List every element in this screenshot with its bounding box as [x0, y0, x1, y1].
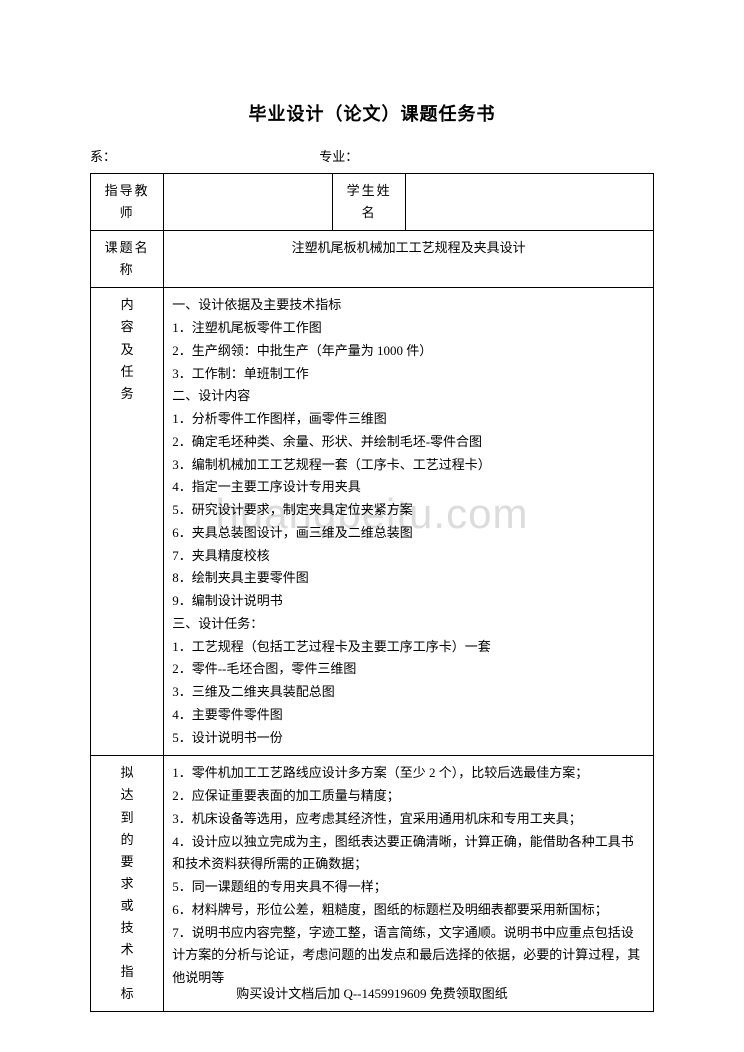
vlabel-char: 达: [99, 784, 155, 806]
content-line: 二、设计内容: [172, 385, 645, 408]
row-topic: 课题名称 注塑机尾板机械加工工艺规程及夹具设计: [91, 231, 654, 288]
major-label: 专业：: [319, 146, 358, 165]
vlabel-char: 标: [99, 983, 155, 1005]
content-line: 1．零件机加工工艺路线应设计多方案（至少 2 个），比较后选最佳方案；: [172, 762, 645, 785]
content-line: 5．研究设计要求，制定夹具定位夹紧方案: [172, 499, 645, 522]
content-line: 4．主要零件零件图: [172, 704, 645, 727]
content-line: 一、设计依据及主要技术指标: [172, 294, 645, 317]
vlabel-char: 指: [99, 961, 155, 983]
content-line: 3．工作制：单班制工作: [172, 363, 645, 386]
content-line: 三、设计任务：: [172, 613, 645, 636]
requirements-cell: 1．零件机加工工艺路线应设计多方案（至少 2 个），比较后选最佳方案；2．应保证…: [164, 756, 654, 1012]
content-line: 1．注塑机尾板零件工作图: [172, 317, 645, 340]
vlabel-char: 拟: [99, 762, 155, 784]
content-cell: 一、设计依据及主要技术指标1．注塑机尾板零件工作图2．生产纲领：中批生产（年产量…: [164, 288, 654, 756]
student-value: [406, 174, 654, 231]
content-line: 4．指定一主要工序设计专用夹具: [172, 476, 645, 499]
teacher-label: 指导教师: [91, 174, 164, 231]
page-container: 毕业设计（论文）课题任务书 系： 专业： 指导教师 学生姓名 课题名称 注塑机尾…: [0, 0, 744, 1052]
vlabel-char: 容: [99, 316, 155, 338]
topic-value: 注塑机尾板机械加工工艺规程及夹具设计: [164, 231, 654, 288]
row-requirements: 拟达到的要求或技术指标 1．零件机加工工艺路线应设计多方案（至少 2 个），比较…: [91, 756, 654, 1012]
content-line: 8．绘制夹具主要零件图: [172, 567, 645, 590]
teacher-value: [164, 174, 333, 231]
content-line: 3．编制机械加工工艺规程一套（工序卡、工艺过程卡）: [172, 454, 645, 477]
requirements-vlabel: 拟达到的要求或技术指标: [91, 756, 164, 1012]
content-line: 5．同一课题组的专用夹具不得一样；: [172, 876, 645, 899]
content-line: 7．夹具精度校核: [172, 545, 645, 568]
content-line: 3．机床设备等选用，应考虑其经济性，宜采用通用机床和专用工夹具；: [172, 808, 645, 831]
content-line: 1．工艺规程（包括工艺过程卡及主要工序工序卡）一套: [172, 636, 645, 659]
vlabel-char: 求: [99, 873, 155, 895]
content-line: 6．夹具总装图设计，画三维及二维总装图: [172, 522, 645, 545]
content-vlabel: 内容及任务: [91, 288, 164, 756]
row-teacher-student: 指导教师 学生姓名: [91, 174, 654, 231]
content-line: 2．生产纲领：中批生产（年产量为 1000 件）: [172, 340, 645, 363]
vlabel-char: 或: [99, 895, 155, 917]
content-line: 2．确定毛坯种类、余量、形状、并绘制毛坯-零件合图: [172, 431, 645, 454]
content-line: 4．设计应以独立完成为主，图纸表达要正确清晰，计算正确，能借助各种工具书和技术资…: [172, 831, 645, 877]
vlabel-char: 及: [99, 339, 155, 361]
student-label: 学生姓名: [333, 174, 406, 231]
requirements-block: 1．零件机加工工艺路线应设计多方案（至少 2 个），比较后选最佳方案；2．应保证…: [172, 762, 645, 990]
content-block: 一、设计依据及主要技术指标1．注塑机尾板零件工作图2．生产纲领：中批生产（年产量…: [172, 294, 645, 749]
content-line: 2．零件--毛坯合图，零件三维图: [172, 658, 645, 681]
vlabel-char: 术: [99, 939, 155, 961]
content-line: 2．应保证重要表面的加工质量与精度；: [172, 785, 645, 808]
vlabel-char: 内: [99, 294, 155, 316]
row-content: 内容及任务 一、设计依据及主要技术指标1．注塑机尾板零件工作图2．生产纲领：中批…: [91, 288, 654, 756]
header-line: 系： 专业：: [90, 146, 654, 165]
content-line: 7．说明书应内容完整，字迹工整，语言简练，文字通顺。说明书中应重点包括设计方案的…: [172, 922, 645, 990]
content-line: 1．分析零件工作图样，画零件三维图: [172, 408, 645, 431]
content-line: 5．设计说明书一份: [172, 727, 645, 750]
vlabel-char: 的: [99, 829, 155, 851]
content-line: 6．材料牌号，形位公差，粗糙度，图纸的标题栏及明细表都要采用新国标；: [172, 899, 645, 922]
dept-label: 系：: [90, 146, 116, 165]
content-line: 9．编制设计说明书: [172, 590, 645, 613]
page-title: 毕业设计（论文）课题任务书: [90, 100, 654, 126]
vlabel-char: 到: [99, 807, 155, 829]
vlabel-char: 务: [99, 383, 155, 405]
topic-label: 课题名称: [91, 231, 164, 288]
vlabel-char: 任: [99, 361, 155, 383]
vlabel-char: 技: [99, 917, 155, 939]
vlabel-char: 要: [99, 851, 155, 873]
content-line: 3．三维及二维夹具装配总图: [172, 681, 645, 704]
task-table: 指导教师 学生姓名 课题名称 注塑机尾板机械加工工艺规程及夹具设计 内容及任务 …: [90, 173, 654, 1012]
